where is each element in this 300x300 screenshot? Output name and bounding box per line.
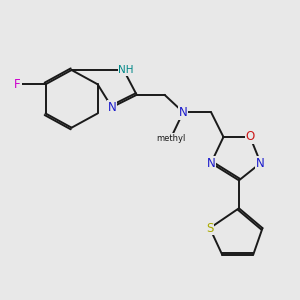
Text: NH: NH [118, 65, 134, 75]
Text: N: N [256, 157, 265, 169]
Text: O: O [245, 130, 255, 143]
Text: methyl: methyl [156, 134, 185, 143]
Text: F: F [14, 78, 21, 91]
Text: N: N [207, 157, 215, 169]
Text: S: S [206, 222, 214, 235]
Text: N: N [107, 101, 116, 114]
Text: N: N [179, 106, 188, 119]
